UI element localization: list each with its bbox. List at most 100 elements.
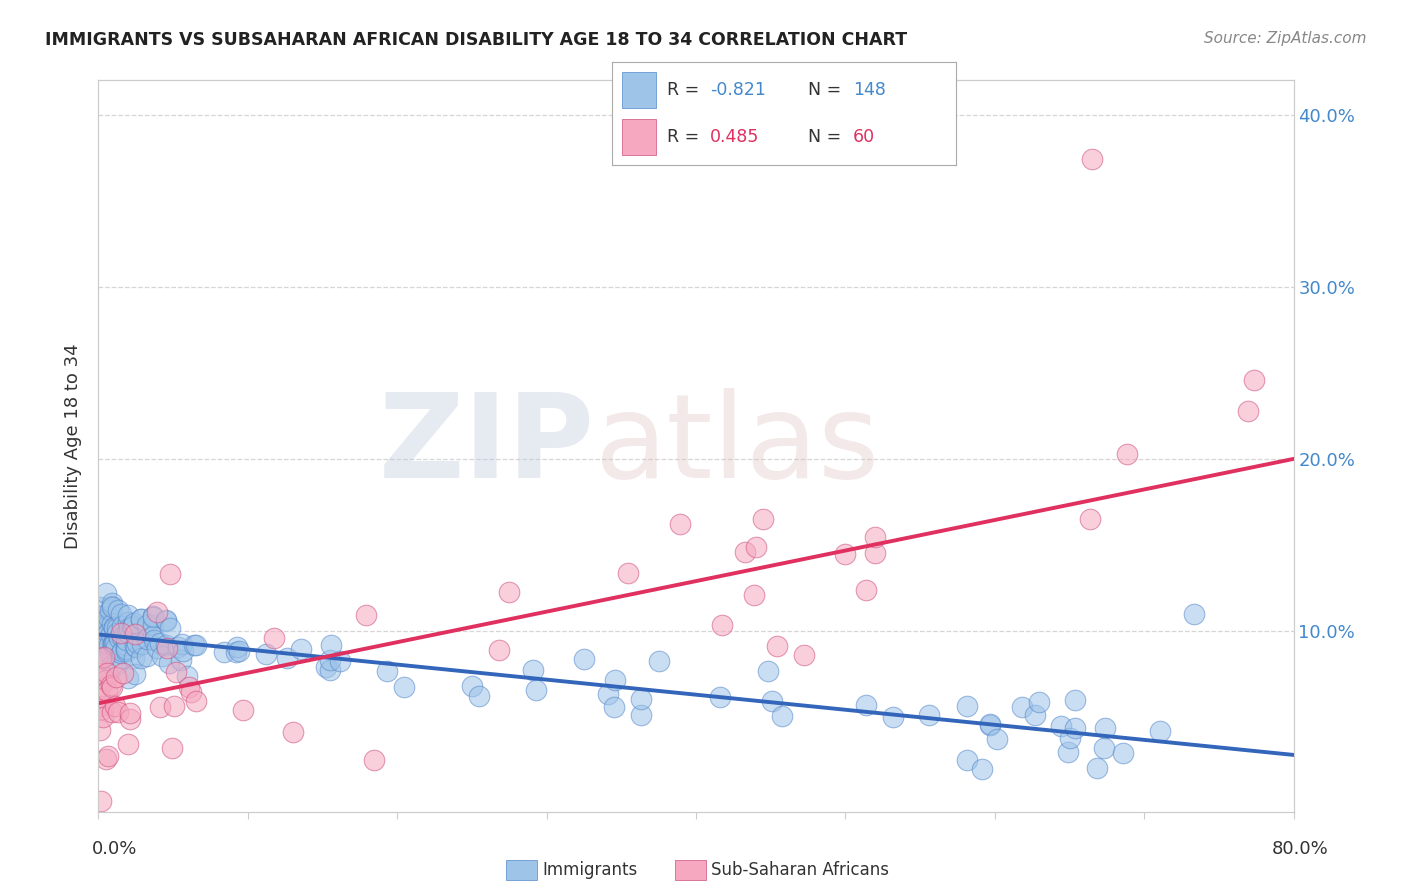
Point: [149, 700, 172, 714]
Bar: [621, 71, 657, 108]
Point: [111, 643, 134, 657]
Point: [793, 648, 815, 662]
Point: [263, 631, 285, 645]
Point: [114, 641, 136, 656]
Point: [232, 702, 254, 716]
Point: [979, 717, 1001, 731]
Point: [90, 794, 112, 808]
Point: [228, 644, 250, 658]
Point: [142, 618, 165, 632]
Point: [1112, 746, 1135, 760]
Point: [315, 660, 337, 674]
Text: 80.0%: 80.0%: [1272, 840, 1329, 858]
Point: [89, 691, 111, 706]
Point: [91, 637, 114, 651]
Point: [329, 654, 352, 668]
Point: [89, 624, 111, 639]
Point: [319, 638, 342, 652]
Point: [98, 646, 121, 660]
Point: [104, 698, 127, 713]
Point: [103, 638, 125, 652]
Point: [1064, 693, 1087, 707]
Point: [498, 585, 520, 599]
Text: N =: N =: [808, 80, 846, 99]
Point: [103, 637, 125, 651]
Point: [354, 608, 377, 623]
Point: [117, 607, 139, 622]
Point: [105, 670, 128, 684]
Point: [603, 699, 626, 714]
Point: [136, 632, 159, 647]
Point: [363, 753, 385, 767]
Point: [142, 609, 165, 624]
Point: [120, 706, 142, 720]
Point: [756, 664, 779, 678]
Point: [117, 737, 139, 751]
Point: [117, 615, 139, 629]
Point: [744, 588, 766, 602]
Point: [598, 686, 620, 700]
Point: [89, 680, 111, 694]
Point: [1049, 719, 1071, 733]
Point: [710, 618, 733, 632]
Point: [105, 621, 128, 635]
Point: [114, 644, 136, 658]
Point: [91, 701, 114, 715]
Point: [91, 644, 114, 658]
Point: [115, 633, 138, 648]
Point: [1057, 745, 1080, 759]
Text: N =: N =: [808, 128, 846, 145]
Point: [107, 603, 129, 617]
Point: [155, 613, 177, 627]
Point: [766, 639, 789, 653]
Point: [461, 679, 484, 693]
Point: [155, 638, 177, 652]
Point: [603, 673, 626, 687]
Point: [89, 666, 111, 681]
Point: [882, 710, 904, 724]
Point: [319, 653, 342, 667]
Text: 148: 148: [852, 80, 886, 99]
Point: [97, 626, 120, 640]
Point: [524, 682, 547, 697]
Point: [135, 648, 157, 663]
Point: [488, 643, 510, 657]
Point: [1078, 512, 1101, 526]
Point: [172, 644, 194, 658]
Point: [146, 605, 169, 619]
Point: [1011, 699, 1033, 714]
Point: [117, 671, 139, 685]
Point: [142, 629, 165, 643]
Point: [155, 615, 177, 629]
Point: [1243, 373, 1265, 387]
Point: [1063, 721, 1085, 735]
Text: 0.0%: 0.0%: [91, 840, 136, 858]
Point: [281, 724, 304, 739]
Point: [709, 690, 731, 704]
Point: [96, 666, 118, 681]
Text: 0.485: 0.485: [710, 128, 759, 145]
Point: [110, 626, 132, 640]
Text: 60: 60: [852, 128, 875, 145]
Point: [918, 708, 941, 723]
Point: [121, 620, 143, 634]
Point: [1081, 153, 1104, 167]
Point: [89, 619, 111, 633]
Point: [1028, 695, 1050, 709]
Point: [855, 582, 877, 597]
Point: [170, 652, 193, 666]
Point: [159, 566, 181, 581]
Point: [124, 627, 146, 641]
Point: [114, 639, 136, 653]
Point: [1149, 724, 1171, 739]
Point: [225, 644, 247, 658]
Point: [574, 652, 596, 666]
Point: [180, 685, 202, 699]
Point: [89, 723, 111, 737]
Point: [1085, 761, 1108, 775]
Point: [129, 612, 152, 626]
Text: IMMIGRANTS VS SUBSAHARAN AFRICAN DISABILITY AGE 18 TO 34 CORRELATION CHART: IMMIGRANTS VS SUBSAHARAN AFRICAN DISABIL…: [45, 31, 907, 49]
Point: [125, 636, 148, 650]
Point: [157, 656, 180, 670]
Point: [107, 626, 129, 640]
